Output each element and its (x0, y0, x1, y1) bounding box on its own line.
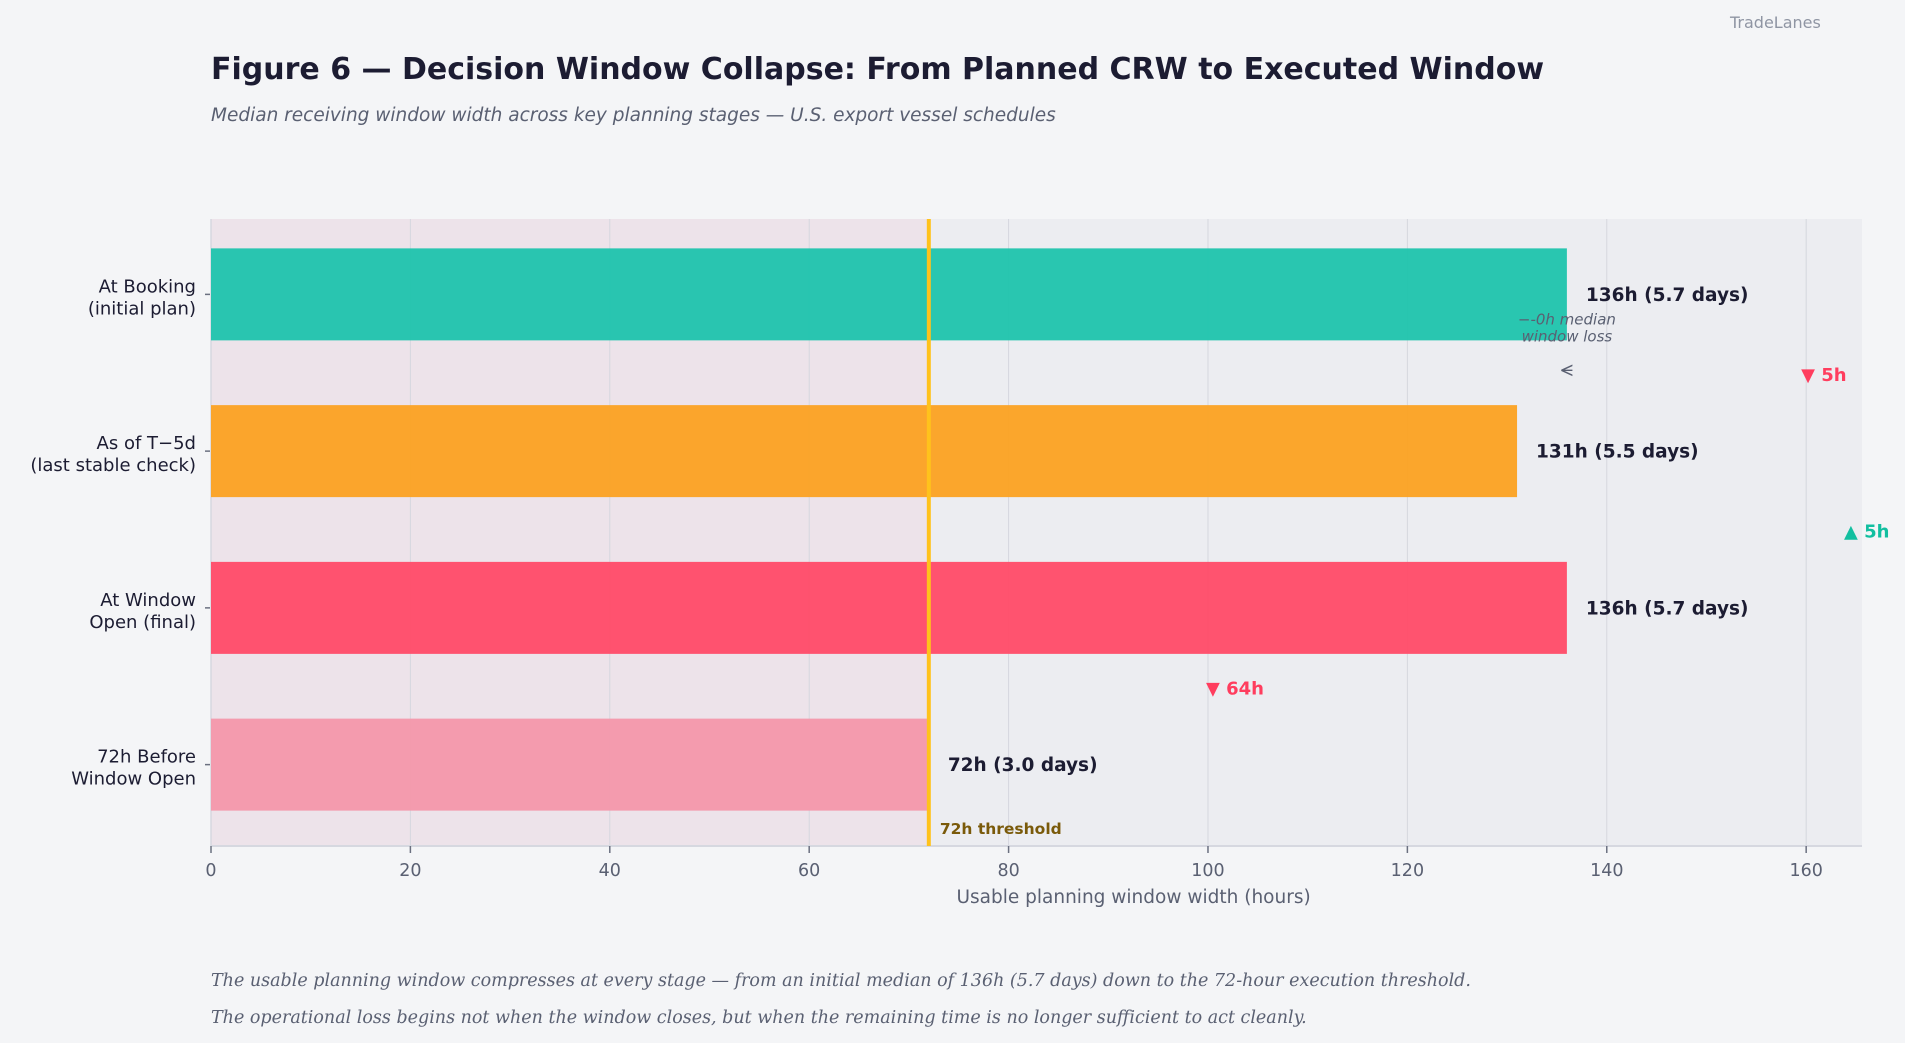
x-tick-label: 40 (599, 861, 621, 881)
chart-title: Figure 6 — Decision Window Collapse: Fro… (211, 52, 1545, 87)
x-tick-label: 0 (205, 861, 216, 881)
bar-0 (211, 248, 1567, 341)
delta-label-0: ▼ 5h (1801, 365, 1846, 386)
caption-line-2: The operational loss begins not when the… (211, 1008, 1307, 1028)
x-tick-label: 160 (1789, 861, 1822, 881)
y-tick-label: (initial plan) (88, 298, 196, 319)
brand-label: TradeLanes (1730, 13, 1821, 32)
threshold-label: 72h threshold (940, 820, 1062, 838)
x-axis-label: Usable planning window width (hours) (956, 887, 1310, 908)
x-tick-label: 20 (399, 861, 421, 881)
delta-label-1: ▲ 5h (1844, 522, 1889, 543)
y-tick-label: (last stable check) (30, 455, 196, 476)
bar-2 (211, 561, 1567, 654)
caption-line-1: The usable planning window compresses at… (211, 971, 1471, 991)
bar-value-label: 72h (3.0 days) (948, 755, 1098, 776)
bar-1 (211, 405, 1518, 498)
annotation-text: −-0h median (1518, 310, 1616, 328)
y-tick-label: Window Open (71, 769, 196, 790)
y-tick-label: 72h Before (97, 747, 196, 768)
delta-label-2: ▼ 64h (1206, 678, 1264, 699)
annotation-text: window loss (1522, 327, 1613, 345)
y-tick-label: Open (final) (89, 612, 196, 633)
x-tick-label: 60 (798, 861, 820, 881)
x-tick-label: 80 (997, 861, 1019, 881)
bar-value-label: 131h (5.5 days) (1536, 442, 1699, 463)
x-tick-label: 100 (1191, 861, 1224, 881)
bar-value-label: 136h (5.7 days) (1586, 598, 1749, 619)
bar-3 (211, 718, 929, 811)
y-tick-label: As of T−5d (97, 433, 196, 454)
y-tick-label: At Booking (99, 276, 196, 297)
bar-value-label: 136h (5.7 days) (1586, 285, 1749, 306)
chart-subtitle: Median receiving window width across key… (211, 105, 1056, 126)
y-tick-label: At Window (100, 590, 196, 611)
x-tick-label: 140 (1590, 861, 1623, 881)
x-tick-label: 120 (1391, 861, 1424, 881)
annotation-arrow-icon: ⪪ (1561, 357, 1573, 382)
